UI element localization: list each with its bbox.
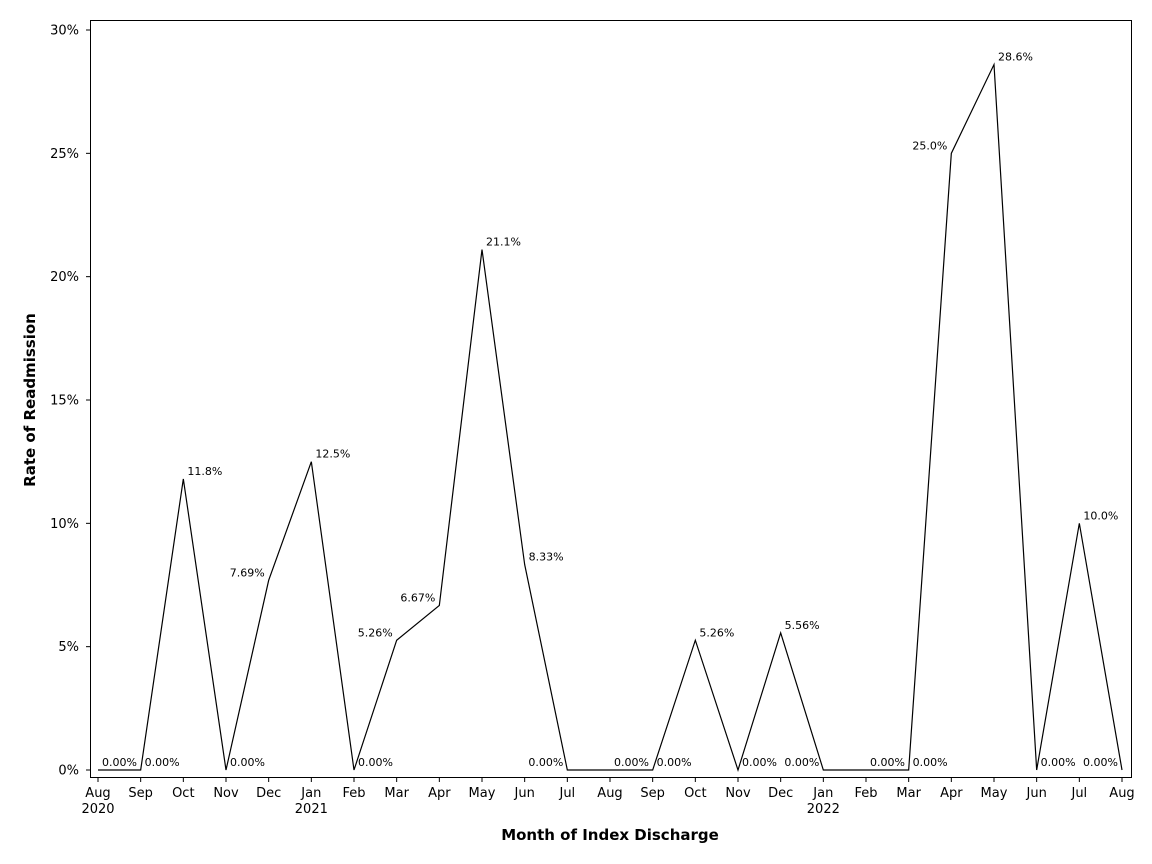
y-tick-label: 30% <box>50 24 79 39</box>
data-label: 0.00% <box>528 756 563 769</box>
data-label: 11.8% <box>187 465 222 478</box>
data-label: 0.00% <box>614 756 649 769</box>
data-label: 5.26% <box>699 626 734 639</box>
x-axis: Aug Sep Oct Nov Dec Jan Feb Mar Apr May Jun Jul Aug S… <box>81 777 1135 817</box>
data-label: 10.0% <box>1083 509 1118 522</box>
x-tick-label: Nov <box>725 786 751 801</box>
data-label: 0.00% <box>784 756 819 769</box>
data-label: 0.00% <box>913 756 948 769</box>
data-label: 5.26% <box>358 626 393 639</box>
y-tick-label: 10% <box>50 517 79 532</box>
x-tick-label: May <box>469 786 496 801</box>
x-tick-label: Aug <box>85 786 110 801</box>
x-tick-label: Jun <box>514 786 535 801</box>
data-label: 0.00% <box>1083 756 1118 769</box>
y-tick-label: 0% <box>58 764 79 779</box>
x-tick-label: Dec <box>256 786 281 801</box>
y-tick-label: 15% <box>50 394 79 409</box>
data-label: 0.00% <box>102 756 137 769</box>
data-label: 0.00% <box>1041 756 1076 769</box>
x-tick-label: Oct <box>172 786 194 801</box>
x-tick-label: Aug <box>597 786 622 801</box>
data-label: 0.00% <box>230 756 265 769</box>
data-label: 28.6% <box>998 51 1033 64</box>
y-axis-title: Rate of Readmission <box>21 313 39 487</box>
y-axis: 0% 5% 10% 15% 20% 25% 30% <box>50 24 91 779</box>
x-tick-label: Feb <box>854 786 877 801</box>
x-year-label: 2020 <box>81 802 114 817</box>
data-label: 21.1% <box>486 236 521 249</box>
series-line <box>98 62 1123 772</box>
data-label: 0.00% <box>870 756 905 769</box>
x-tick-label: Aug <box>1109 786 1134 801</box>
x-tick-label: Jun <box>1026 786 1047 801</box>
x-tick-label: Sep <box>640 786 665 801</box>
data-label: 0.00% <box>358 756 393 769</box>
x-tick-label: Dec <box>768 786 793 801</box>
x-tick-label: Apr <box>940 786 963 801</box>
x-tick-label: Mar <box>896 786 921 801</box>
y-tick-label: 20% <box>50 270 79 285</box>
x-tick-label: Apr <box>428 786 451 801</box>
x-year-label: 2021 <box>295 802 328 817</box>
x-tick-label: Jul <box>558 786 575 801</box>
data-label: 8.33% <box>529 551 564 564</box>
data-label: 0.00% <box>742 756 777 769</box>
x-tick-label: Jul <box>1070 786 1087 801</box>
data-label: 25.0% <box>912 139 947 152</box>
x-tick-label: Nov <box>213 786 239 801</box>
x-axis-title: Month of Index Discharge <box>501 826 719 844</box>
data-label: 6.67% <box>400 591 435 604</box>
y-tick-label: 25% <box>50 147 79 162</box>
x-tick-label: Feb <box>342 786 365 801</box>
data-labels: 0.00% 0.00% 11.8% 0.00% 7.69% 12.5% 0.00% 5.26%… <box>102 51 1118 769</box>
x-tick-label: May <box>981 786 1008 801</box>
data-label: 0.00% <box>657 756 692 769</box>
data-label: 12.5% <box>315 448 350 461</box>
x-tick-label: Sep <box>128 786 153 801</box>
x-tick-label: Jan <box>300 786 321 801</box>
x-year-label: 2022 <box>807 802 840 817</box>
x-tick-label: Oct <box>684 786 706 801</box>
y-tick-label: 5% <box>58 640 79 655</box>
x-tick-label: Jan <box>812 786 833 801</box>
data-label: 7.69% <box>230 566 265 579</box>
plot-frame <box>90 20 1132 778</box>
data-label: 5.56% <box>785 619 820 632</box>
data-label: 0.00% <box>145 756 180 769</box>
x-tick-label: Mar <box>384 786 409 801</box>
